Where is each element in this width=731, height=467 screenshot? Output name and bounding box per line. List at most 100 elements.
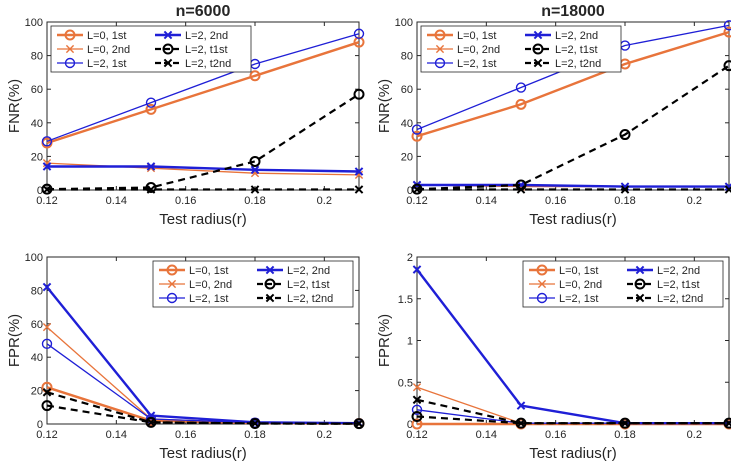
data-point — [42, 185, 52, 194]
legend-label: L=0, 2nd — [457, 44, 500, 56]
data-point — [42, 387, 52, 397]
legend-marker — [537, 279, 547, 289]
legend-marker — [163, 58, 173, 68]
legend-marker — [65, 44, 75, 54]
legend-marker — [265, 293, 275, 303]
y-tick-label: 40 — [31, 352, 43, 364]
x-tick-label: 0.18 — [614, 195, 635, 207]
chart-panel-1: 0.12 0.14 0.16 0.18 0.2 0 20 40 60 80 100 Test radi… — [6, 3, 365, 228]
chart-panel-4: 0.12 0.14 0.16 0.18 0.2 0 0.5 1 1.5 2 Test radius(… — [376, 252, 731, 462]
y-tick-label: 0.5 — [398, 377, 413, 389]
series-l-2-t2nd — [42, 185, 364, 194]
legend-marker — [264, 278, 276, 290]
x-tick-label: 0.12 — [36, 429, 57, 441]
data-point — [724, 182, 731, 191]
legend-label: L=0, 2nd — [559, 279, 602, 291]
x-tick-label: 0.16 — [175, 429, 196, 441]
legend-label: L=2, 2nd — [657, 265, 700, 277]
data-point — [146, 162, 156, 171]
legend-marker — [536, 292, 548, 304]
data-point — [412, 395, 422, 405]
data-point — [146, 418, 156, 427]
data-point — [411, 404, 423, 416]
legend-box — [522, 260, 724, 308]
data-point — [619, 129, 631, 141]
legend-marker — [265, 265, 275, 275]
data-point — [354, 419, 364, 428]
data-point — [723, 60, 731, 72]
data-point — [353, 88, 365, 100]
x-tick-label: 0.14 — [476, 429, 497, 441]
data-point — [620, 418, 630, 428]
legend-label: L=2, 1st — [189, 293, 228, 305]
legend-label: L=2, 1st — [87, 58, 126, 70]
data-point — [412, 265, 422, 274]
y-tick-label: 40 — [31, 118, 43, 130]
y-tick-label: 1 — [407, 336, 413, 348]
y-tick-label: 80 — [401, 51, 413, 63]
legend-label: L=2, t1st — [185, 44, 228, 56]
data-point — [723, 417, 731, 429]
legend-label: L=2, 1st — [559, 293, 598, 305]
data-point — [145, 97, 157, 108]
y-tick-label: 0 — [407, 185, 413, 197]
data-point — [724, 185, 731, 194]
series-line — [416, 30, 730, 138]
legend-marker — [64, 57, 76, 69]
data-point — [515, 82, 527, 93]
data-point — [353, 418, 365, 430]
data-point — [353, 28, 365, 39]
legend: L=0, 1st L=2, 2nd L=0, 2nd L=2, t1st L=2, 1s… — [522, 260, 724, 308]
x-tick-label: 0.16 — [175, 195, 196, 207]
series-line — [417, 183, 729, 188]
x-tick-label: 0.12 — [36, 195, 57, 207]
series-line — [46, 33, 360, 142]
data-point — [41, 136, 53, 147]
x-axis-label: Test radius(r) — [159, 211, 247, 228]
legend: L=0, 1st L=2, 2nd L=0, 2nd L=2, t1st L=2, 1s… — [420, 25, 622, 73]
legend-marker — [634, 278, 646, 290]
series-line — [46, 326, 360, 425]
legend-label: L=0, 1st — [457, 30, 496, 42]
legend: L=0, 1st L=2, 2nd L=0, 2nd L=2, t1st L=2, 1s… — [152, 260, 354, 308]
legend-marker — [532, 43, 544, 55]
series-line — [416, 398, 729, 425]
data-point — [249, 155, 261, 167]
x-tick-label: 0.2 — [317, 429, 332, 441]
x-tick-label: 0.18 — [244, 195, 265, 207]
legend-box — [420, 25, 622, 73]
data-point — [723, 20, 731, 31]
data-point — [249, 70, 261, 82]
x-tick-label: 0.12 — [406, 429, 427, 441]
y-tick-label: 80 — [31, 51, 43, 63]
series-l-2-1st — [41, 338, 365, 429]
data-point — [411, 130, 423, 142]
data-point — [412, 185, 422, 194]
legend-label: L=2, 1st — [457, 58, 496, 70]
legend-box — [152, 260, 354, 308]
x-tick-label: 0.16 — [545, 195, 566, 207]
data-point — [354, 167, 364, 176]
y-tick-label: 0 — [407, 419, 413, 431]
y-tick-label: 0 — [37, 185, 43, 197]
y-tick-label: 100 — [25, 252, 43, 264]
y-tick-label: 40 — [401, 118, 413, 130]
legend-marker — [163, 30, 173, 40]
series-line — [46, 41, 360, 145]
x-tick-label: 0.14 — [106, 195, 127, 207]
x-tick-label: 0.2 — [317, 195, 332, 207]
series-line — [46, 391, 360, 425]
x-axis-label: Test radius(r) — [529, 445, 617, 462]
y-tick-label: 80 — [31, 285, 43, 297]
y-axis-label: FNR(%) — [376, 79, 393, 133]
legend-label: L=0, 2nd — [87, 44, 130, 56]
data-point — [724, 418, 731, 428]
legend-marker — [166, 292, 178, 304]
data-point — [515, 98, 527, 110]
legend-label: L=2, t1st — [657, 279, 700, 291]
legend-label: L=2, t2nd — [657, 293, 703, 305]
legend-label: L=2, t1st — [555, 44, 598, 56]
legend-label: L=2, t2nd — [287, 293, 333, 305]
data-point — [42, 162, 52, 171]
data-point — [411, 410, 423, 422]
